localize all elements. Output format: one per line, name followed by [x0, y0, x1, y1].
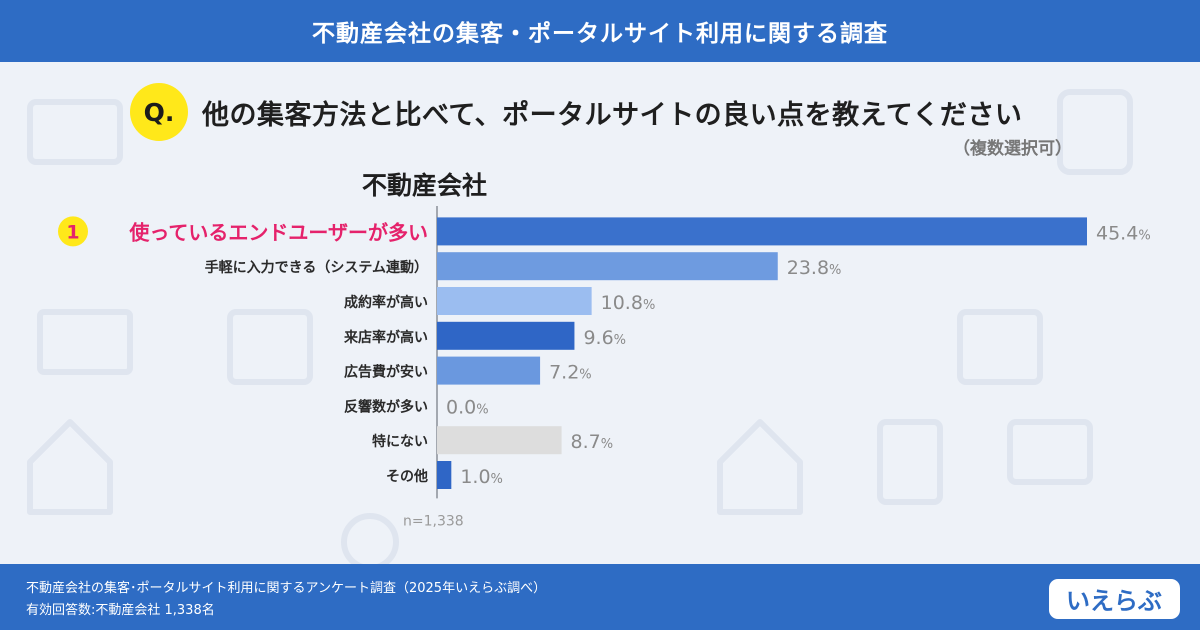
value-label-5: 0.0% — [446, 396, 489, 418]
value-unit-2: % — [643, 298, 655, 313]
value-label-1: 23.8% — [787, 257, 842, 279]
value-label-2: 10.8% — [601, 292, 656, 314]
respondent-count: 有効回答数:不動産会社 1,338名 — [26, 603, 215, 618]
value-unit-1: % — [829, 263, 841, 278]
question-row: Q. 他の集客方法と比べて、ポータルサイトの良い点を教えてください — [130, 83, 1023, 141]
bar-6 — [437, 426, 562, 455]
sample-size-label: n=1,338 — [403, 513, 464, 529]
group-title: 不動産会社 — [362, 171, 488, 200]
category-label-1: 手軽に入力できる（システム連動） — [205, 259, 428, 276]
survey-source: 不動産会社の集客･ポータルサイト利用に関するアンケート調査（2025年いえらぶ調… — [26, 581, 547, 596]
category-label-5: 反響数が多い — [344, 398, 428, 415]
video-icon — [1007, 419, 1093, 485]
ierabu-logo: いえらぶ — [1049, 579, 1180, 619]
bar-0 — [437, 217, 1087, 246]
house-icon — [27, 419, 113, 515]
value-unit-4: % — [579, 368, 591, 383]
value-label-0: 45.4% — [1096, 222, 1151, 244]
cloud-icon — [1057, 89, 1133, 175]
category-label-2: 成約率が高い — [344, 294, 428, 311]
value-label-4: 7.2% — [549, 362, 592, 384]
circle-icon — [341, 513, 399, 564]
bar-2 — [437, 287, 592, 315]
value-unit-6: % — [601, 437, 613, 452]
category-label-0: 使っているエンドユーザーが多い — [128, 220, 428, 244]
bar-4 — [437, 356, 541, 385]
background-icons — [27, 89, 1133, 564]
question-badge: Q. — [130, 83, 188, 141]
value-unit-5: % — [476, 402, 488, 417]
header-title: 不動産会社の集客・ポータルサイト利用に関する調査 — [312, 21, 888, 47]
value-label-3: 9.6% — [583, 327, 626, 349]
bar-7 — [437, 461, 452, 489]
laptop-icon — [27, 99, 123, 165]
footer-banner: 不動産会社の集客･ポータルサイト利用に関するアンケート調査（2025年いえらぶ調… — [0, 564, 1200, 630]
category-label-4: 広告費が安い — [344, 364, 428, 381]
calendar-icon-right — [957, 309, 1043, 385]
value-unit-7: % — [491, 472, 503, 487]
calendar-icon — [227, 309, 313, 385]
bar-1 — [437, 252, 778, 281]
money-icon — [37, 309, 133, 375]
rank-badge-circle — [58, 216, 88, 247]
rank-badge-number: 1 — [66, 221, 79, 243]
multiple-choice-note: （複数選択可） — [953, 139, 1072, 159]
question-text: 他の集客方法と比べて、ポータルサイトの良い点を教えてください — [202, 99, 1023, 131]
logo-text: いえらぶ — [1066, 587, 1162, 615]
house-icon-right — [717, 419, 803, 515]
document-icon — [877, 419, 943, 505]
category-label-6: 特にない — [372, 433, 428, 450]
value-label-6: 8.7% — [571, 431, 614, 453]
value-unit-3: % — [614, 333, 626, 348]
header-banner: 不動産会社の集客・ポータルサイト利用に関する調査 — [0, 0, 1200, 62]
category-label-7: その他 — [386, 468, 428, 485]
value-label-7: 1.0% — [460, 466, 503, 488]
bar-3 — [437, 321, 575, 350]
value-unit-0: % — [1138, 228, 1150, 243]
category-label-3: 来店率が高い — [343, 329, 428, 346]
